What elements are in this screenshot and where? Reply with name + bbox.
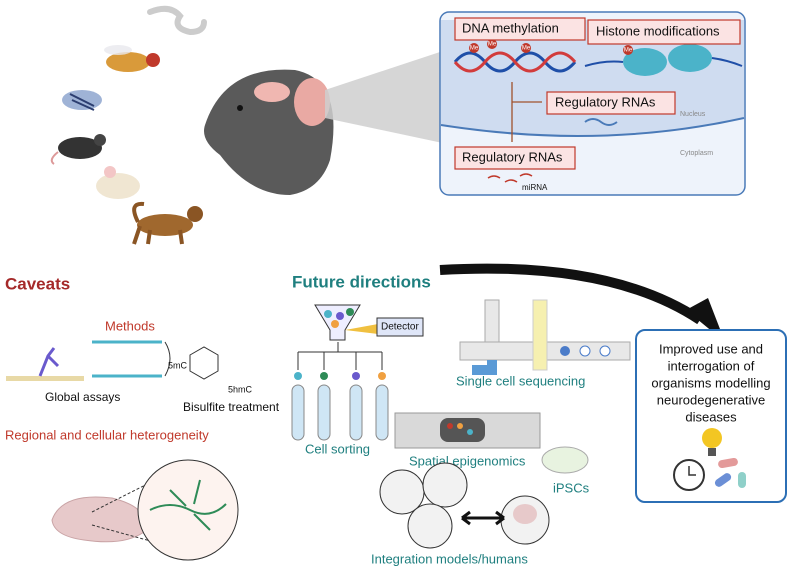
outcome-box — [635, 329, 787, 503]
rna-hairpin — [584, 118, 618, 126]
petri-dish — [541, 446, 589, 474]
assay-icon — [6, 340, 171, 381]
monkey — [132, 201, 203, 245]
microfluidics — [459, 299, 631, 375]
connector — [511, 82, 542, 142]
zebrafish — [62, 90, 102, 111]
label: Integration models/humans — [371, 551, 528, 566]
tubes — [291, 372, 389, 441]
label: Detector — [381, 322, 419, 333]
mouse-small — [50, 134, 106, 165]
label-box — [546, 91, 676, 115]
label: Histone modifications — [596, 23, 720, 38]
label: Bisulfite treatment — [183, 400, 280, 414]
dna-strand — [453, 51, 577, 73]
sort-lines — [297, 342, 383, 370]
rat — [96, 166, 140, 199]
outcome-line: Improved use and — [659, 341, 763, 356]
outcome-line: diseases — [685, 409, 737, 424]
label: Methods — [105, 318, 155, 333]
outcome-line: neurodegenerative — [657, 392, 765, 407]
section-title: Caveats — [5, 274, 70, 293]
methyl-label: Me — [624, 48, 633, 54]
label-box — [587, 19, 741, 45]
region-label: Cytoplasm — [680, 150, 713, 157]
label: iPSCs — [553, 480, 590, 495]
section-title: Future directions — [292, 272, 431, 291]
mirna-icons — [487, 173, 533, 183]
neurons — [149, 479, 227, 531]
methyl-label: Me — [470, 46, 479, 52]
label: miRNA — [522, 183, 548, 192]
brain — [51, 496, 146, 543]
outcome-icons — [673, 428, 746, 491]
label: Regulatory RNAs — [462, 149, 563, 164]
label-box — [454, 146, 576, 170]
laser — [345, 324, 378, 334]
methyl-label: Me — [488, 42, 497, 48]
label-box — [454, 17, 586, 41]
detector-box — [376, 317, 424, 337]
nucleosomes — [584, 44, 743, 76]
big-arrow — [439, 263, 703, 325]
outcome-line: organisms modelling — [651, 375, 770, 390]
outcome-line: interrogation of — [668, 358, 755, 373]
label: Cell sorting — [305, 441, 370, 456]
molecule — [189, 346, 219, 380]
label: DNA methylation — [462, 20, 559, 35]
zoom-lines — [91, 474, 166, 546]
worm — [147, 5, 207, 36]
methyl-label: Me — [522, 46, 531, 52]
zoom-beam — [325, 48, 452, 145]
nuclear-envelope — [440, 117, 745, 137]
label: Single cell sequencing — [456, 373, 585, 388]
label: Spatial epigenomics — [409, 453, 526, 468]
label: Regulatory RNAs — [555, 94, 656, 109]
fly — [104, 45, 160, 72]
label: Regional and cellular heterogeneity — [5, 427, 209, 442]
region-label: Nucleus — [680, 111, 706, 118]
label: Global assays — [45, 390, 120, 404]
label: 5mC — [168, 360, 188, 370]
spatial-slide — [394, 412, 541, 449]
integration-icons — [379, 462, 550, 549]
label: 5hmC — [228, 384, 253, 394]
methyl-marks: Me Me Me Me — [469, 39, 633, 55]
outcome-text: Improved use and interrogation of organism… — [651, 341, 770, 424]
mouse-head — [204, 69, 334, 195]
